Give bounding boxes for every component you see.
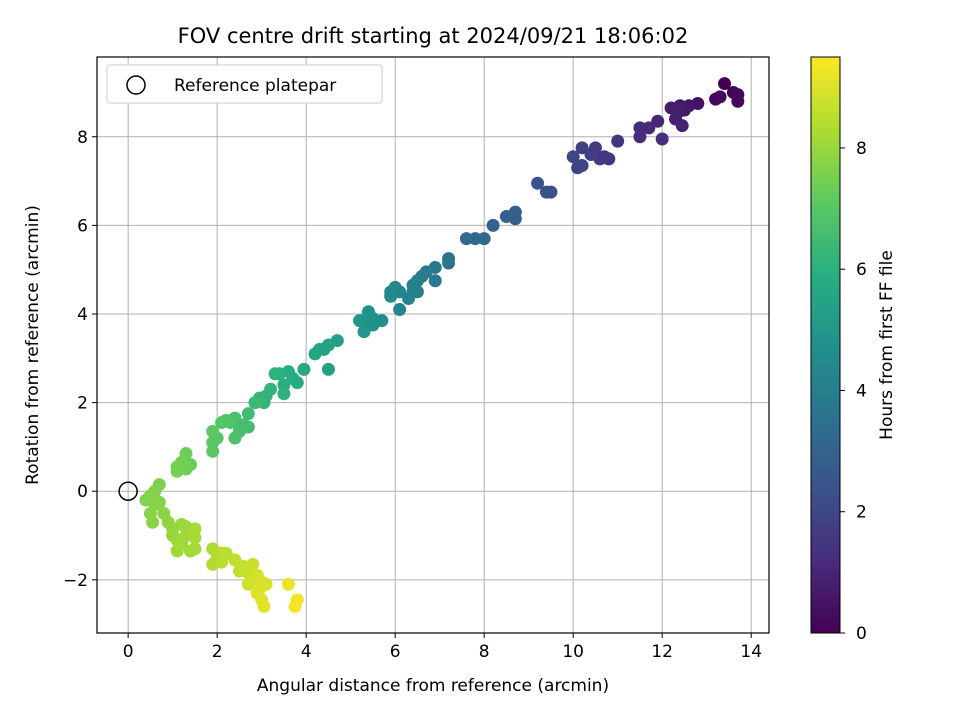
- data-point: [575, 159, 589, 173]
- data-point: [357, 325, 371, 339]
- data-point: [366, 318, 380, 332]
- data-point: [288, 599, 302, 613]
- data-point: [277, 387, 291, 401]
- data-point: [499, 210, 513, 224]
- y-tick-label: 0: [77, 482, 88, 502]
- data-point: [671, 105, 685, 119]
- y-tick-label: 4: [77, 305, 88, 325]
- x-ticks: 0 2 4 6 8 10 12 14: [123, 633, 762, 662]
- data-point: [206, 444, 220, 458]
- data-point: [459, 232, 473, 246]
- x-tick-label: 0: [123, 642, 134, 662]
- data-point: [257, 599, 271, 613]
- data-point: [248, 396, 262, 410]
- y-tick-label: 8: [77, 128, 88, 148]
- data-point: [442, 256, 456, 270]
- data-point: [539, 185, 553, 199]
- x-tick-label: 4: [301, 642, 312, 662]
- data-point: [321, 362, 335, 376]
- data-point: [633, 130, 647, 144]
- x-tick-label: 14: [740, 642, 762, 662]
- y-axis-label: Rotation from reference (arcmin): [23, 205, 43, 485]
- colorbar-label: Hours from first FF file: [877, 250, 897, 440]
- plot-frame: [96, 56, 770, 634]
- x-tick-label: 10: [562, 642, 584, 662]
- chart-title: FOV centre drift starting at 2024/09/21 …: [178, 24, 689, 48]
- data-point: [402, 291, 416, 305]
- data-point: [268, 367, 282, 381]
- data-point: [228, 431, 242, 445]
- x-tick-label: 6: [390, 642, 401, 662]
- data-point: [486, 218, 500, 232]
- data-point: [235, 420, 249, 434]
- x-tick-label: 8: [479, 642, 490, 662]
- colorbar-tick-label: 4: [856, 381, 867, 401]
- data-point: [584, 147, 598, 161]
- data-point: [252, 582, 266, 596]
- legend: Reference platepar: [106, 64, 383, 104]
- data-point: [246, 557, 260, 571]
- data-point: [175, 537, 189, 551]
- data-point: [393, 303, 407, 317]
- data-point: [281, 577, 295, 591]
- data-point: [188, 522, 202, 536]
- data-point: [655, 132, 669, 146]
- data-point: [206, 424, 220, 438]
- data-point: [713, 90, 727, 104]
- colorbar-tick-label: 8: [856, 139, 867, 159]
- legend-marker-icon: [126, 75, 146, 95]
- data-point: [428, 274, 442, 288]
- y-tick-label: −2: [63, 571, 88, 591]
- data-point: [188, 542, 202, 556]
- data-point: [717, 77, 731, 91]
- data-point: [731, 88, 745, 102]
- data-point: [611, 134, 625, 148]
- y-tick-label: 6: [77, 216, 88, 236]
- data-point: [410, 285, 424, 299]
- data-point: [215, 416, 229, 430]
- data-point: [642, 121, 656, 135]
- y-tick-label: 2: [77, 394, 88, 414]
- y-ticks: −2 0 2 4 6 8: [63, 128, 97, 591]
- data-point: [241, 407, 255, 421]
- data-point: [651, 114, 665, 128]
- data-point: [675, 119, 689, 133]
- colorbar-ticks: 0 2 4 6 8: [840, 139, 867, 644]
- data-point: [297, 362, 311, 376]
- data-point: [575, 141, 589, 155]
- data-point: [566, 150, 580, 164]
- data-point: [353, 314, 367, 328]
- legend-label: Reference platepar: [174, 76, 336, 96]
- colorbar-gradient: [810, 56, 841, 634]
- data-point: [468, 232, 482, 246]
- data-point: [477, 232, 491, 246]
- reference-point: [118, 481, 138, 501]
- data-point: [146, 515, 160, 529]
- data-point: [597, 150, 611, 164]
- x-tick-label: 2: [212, 642, 223, 662]
- x-tick-label: 12: [651, 642, 673, 662]
- colorbar: 0 2 4 6 8 Hours from first FF file: [810, 56, 897, 644]
- x-axis-label: Angular distance from reference (arcmin): [257, 676, 609, 696]
- colorbar-tick-label: 6: [856, 260, 867, 280]
- colorbar-tick-label: 2: [856, 503, 867, 523]
- data-point: [219, 546, 233, 560]
- data-point: [308, 347, 322, 361]
- data-points: [139, 77, 745, 613]
- data-point: [384, 289, 398, 303]
- legend-box: [106, 64, 383, 104]
- data-point: [228, 553, 242, 567]
- data-point: [531, 176, 545, 190]
- data-point: [170, 460, 184, 474]
- colorbar-tick-label: 0: [856, 624, 867, 644]
